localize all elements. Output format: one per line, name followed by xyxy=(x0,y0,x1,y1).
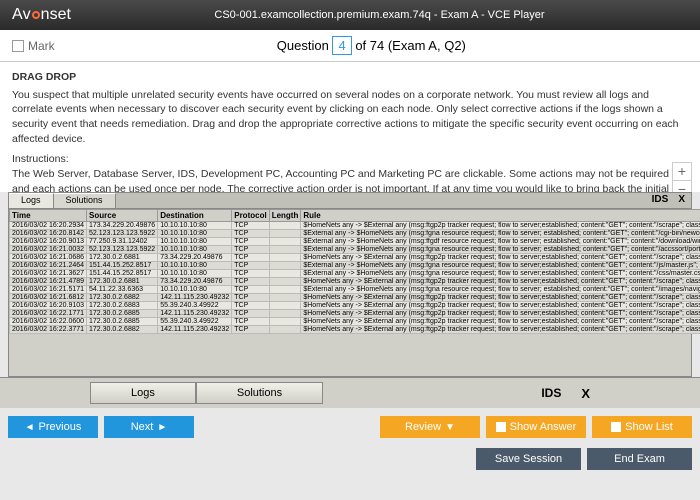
table-row[interactable]: 2016/03/02 16:21.517154.11.22.33.636310.… xyxy=(10,286,700,294)
question-content: + − DRAG DROP You suspect that multiple … xyxy=(0,62,700,192)
tab-logs[interactable]: Logs xyxy=(9,193,54,208)
log-header: Time xyxy=(10,210,87,222)
logo: Avnset xyxy=(12,6,71,24)
titlebar: Avnset CS0-001.examcollection.premium.ex… xyxy=(0,0,700,30)
previous-button[interactable]: ◄Previous xyxy=(8,416,98,438)
panel-title: IDS xyxy=(652,194,669,205)
log-header: Length xyxy=(269,210,301,222)
table-row[interactable]: 2016/03/02 16:21.6812172.30.0.2.6882142.… xyxy=(10,294,700,302)
table-row[interactable]: 2016/03/02 16:22.0600172.30.0.2.688555.3… xyxy=(10,318,700,326)
log-table: TimeSourceDestinationProtocolLengthRule … xyxy=(9,209,700,334)
question-number: 4 xyxy=(332,36,351,55)
bottom-tab-logs[interactable]: Logs xyxy=(90,382,196,404)
instructions-text: The Web Server, Database Server, IDS, De… xyxy=(12,167,688,192)
scenario-text: You suspect that multiple unrelated secu… xyxy=(12,88,688,147)
table-row[interactable]: 2016/03/02 16:21.0686172.30.0.2.688173.3… xyxy=(10,254,700,262)
table-row[interactable]: 2016/03/02 16:20.9103172.30.0.2.688355.3… xyxy=(10,302,700,310)
zoom-control: + − xyxy=(672,162,692,192)
table-row[interactable]: 2016/03/02 16:20.814252.123.123.123.5922… xyxy=(10,230,700,238)
instructions-label: Instructions: xyxy=(12,152,688,167)
bottom-ids-label: IDS xyxy=(541,386,581,400)
close-button[interactable]: X xyxy=(678,194,685,205)
table-row[interactable]: 2016/03/02 16:21.003252.123.123.123.5922… xyxy=(10,246,700,254)
show-answer-button[interactable]: Show Answer xyxy=(486,416,586,438)
table-row[interactable]: 2016/03/02 16:21.4789172.30.0.2.688173.3… xyxy=(10,278,700,286)
review-button[interactable]: Review▼ xyxy=(380,416,480,438)
table-row[interactable]: 2016/03/02 16:22.1771172.30.0.2.6885142.… xyxy=(10,310,700,318)
bottom-tab-solutions[interactable]: Solutions xyxy=(196,382,323,404)
question-type: DRAG DROP xyxy=(12,70,688,85)
sim-tabs: Logs Solutions IDS X xyxy=(9,193,691,209)
log-header: Source xyxy=(87,210,158,222)
footer-bar: ◄Previous Next► Review▼ Show Answer Show… xyxy=(0,408,700,478)
bottom-tab-bar: Logs Solutions IDS X xyxy=(0,377,700,408)
mark-label: Mark xyxy=(28,39,55,53)
zoom-in-button[interactable]: + xyxy=(673,163,691,181)
table-row[interactable]: 2016/03/02 16:20.2934173.34.229.20.49876… xyxy=(10,222,700,230)
mark-checkbox[interactable]: Mark xyxy=(12,39,55,53)
table-row[interactable]: 2016/03/02 16:21.2464151.44.15.252.85171… xyxy=(10,262,700,270)
tab-solutions[interactable]: Solutions xyxy=(54,193,116,208)
table-row[interactable]: 2016/03/02 16:20.901377.250.9.31.1240210… xyxy=(10,238,700,246)
show-list-button[interactable]: Show List xyxy=(592,416,692,438)
question-indicator: Question 4 of 74 (Exam A, Q2) xyxy=(55,38,688,53)
log-header: Protocol xyxy=(232,210,269,222)
save-session-button[interactable]: Save Session xyxy=(476,448,581,470)
simulation-panel: Logs Solutions IDS X TimeSourceDestinati… xyxy=(8,192,692,377)
window-title: CS0-001.examcollection.premium.exam.74q … xyxy=(71,9,688,21)
next-button[interactable]: Next► xyxy=(104,416,194,438)
bottom-close-button[interactable]: X xyxy=(581,386,610,401)
end-exam-button[interactable]: End Exam xyxy=(587,448,692,470)
zoom-out-button[interactable]: − xyxy=(673,181,691,192)
table-row[interactable]: 2016/03/02 16:22.3771172.30.0.2.6882142.… xyxy=(10,326,700,334)
log-header: Rule xyxy=(301,210,700,222)
log-header: Destination xyxy=(158,210,232,222)
table-row[interactable]: 2016/03/02 16:21.3627151.44.15.252.85171… xyxy=(10,270,700,278)
question-bar: Mark Question 4 of 74 (Exam A, Q2) xyxy=(0,30,700,62)
